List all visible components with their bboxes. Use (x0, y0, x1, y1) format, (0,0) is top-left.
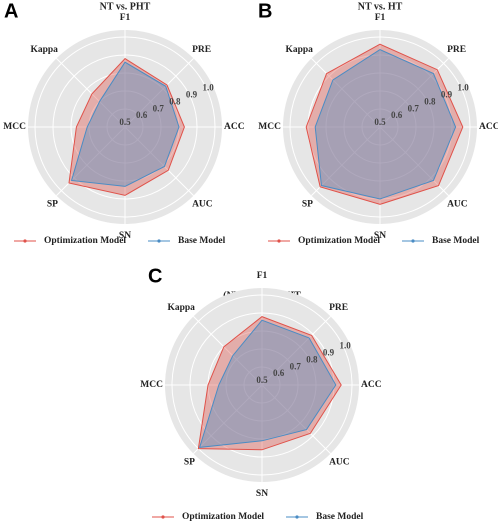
r-tick-label: 1.0 (340, 341, 352, 351)
series-area (68, 57, 185, 196)
legend-label: Optimization Model (182, 512, 264, 522)
legend-marker (295, 515, 299, 519)
r-tick-label: 0.5 (119, 117, 131, 127)
spoke (193, 316, 263, 386)
category-label: AUC (329, 457, 350, 467)
r-tick-label: 0.5 (256, 375, 268, 385)
panel-label: A (4, 0, 18, 22)
legend-label: Base Model (316, 512, 364, 522)
legend-marker (277, 239, 281, 243)
spoke (261, 384, 331, 454)
category-label: PRE (447, 45, 466, 55)
r-tick-label: 0.7 (153, 103, 165, 113)
r-tick-label: 0.6 (391, 110, 403, 120)
category-label: SN (374, 231, 386, 241)
r-tick-label: 0.8 (169, 96, 181, 106)
chart-title: NT vs. HT (358, 1, 403, 12)
category-label: MCC (258, 122, 281, 132)
category-label: MCC (3, 122, 26, 132)
category-label: Kappa (167, 303, 195, 313)
legend-marker (161, 515, 165, 519)
category-label: SP (302, 199, 313, 209)
category-label: ACC (224, 122, 245, 132)
category-label: SN (256, 489, 268, 499)
spoke (56, 58, 126, 128)
category-label: AUC (447, 199, 468, 209)
category-label: MCC (140, 380, 163, 390)
legend-marker (411, 239, 415, 243)
category-label: AUC (192, 199, 213, 209)
r-tick-label: 0.5 (374, 117, 386, 127)
category-label: SP (184, 457, 195, 467)
r-tick-label: 0.9 (186, 90, 198, 100)
series-area (70, 61, 180, 187)
spoke (311, 126, 381, 196)
r-tick-label: 1.0 (458, 83, 470, 93)
category-label: ACC (479, 122, 498, 132)
spoke (193, 384, 263, 454)
category-label: F1 (375, 13, 386, 23)
legend-marker (157, 239, 161, 243)
r-tick-label: 0.8 (306, 354, 318, 364)
spoke (379, 126, 449, 196)
category-label: SN (119, 231, 131, 241)
r-tick-label: 0.7 (408, 103, 420, 113)
spoke (261, 316, 331, 386)
r-tick-label: 0.9 (441, 90, 453, 100)
r-tick-label: 0.8 (424, 96, 436, 106)
spoke (311, 58, 381, 128)
chart-title: NT vs. PHT (100, 1, 151, 12)
series-area (198, 319, 337, 448)
legend-marker (23, 239, 27, 243)
spoke (56, 126, 126, 196)
category-label: PRE (329, 303, 348, 313)
spoke (124, 126, 194, 196)
category-label: ACC (361, 380, 382, 390)
category-label: Kappa (285, 45, 313, 55)
panel-label: B (258, 0, 272, 22)
panel-label: C (148, 265, 162, 287)
r-tick-label: 0.6 (273, 368, 285, 378)
legend-label: Optimization Model (298, 236, 380, 246)
r-tick-label: 0.6 (136, 110, 148, 120)
legend-label: Optimization Model (44, 236, 126, 246)
r-tick-label: 0.7 (290, 361, 302, 371)
category-label: PRE (192, 45, 211, 55)
r-tick-label: 0.9 (323, 348, 335, 358)
series-area (197, 316, 342, 451)
series-area (305, 43, 464, 205)
category-label: F1 (257, 271, 268, 281)
category-label: F1 (120, 13, 131, 23)
series-area (314, 49, 457, 200)
category-label: SP (47, 199, 58, 209)
category-label: Kappa (30, 45, 58, 55)
legend-label: Base Model (178, 236, 226, 246)
r-tick-label: 1.0 (203, 83, 215, 93)
spoke (124, 58, 194, 128)
legend-label: Base Model (432, 236, 480, 246)
